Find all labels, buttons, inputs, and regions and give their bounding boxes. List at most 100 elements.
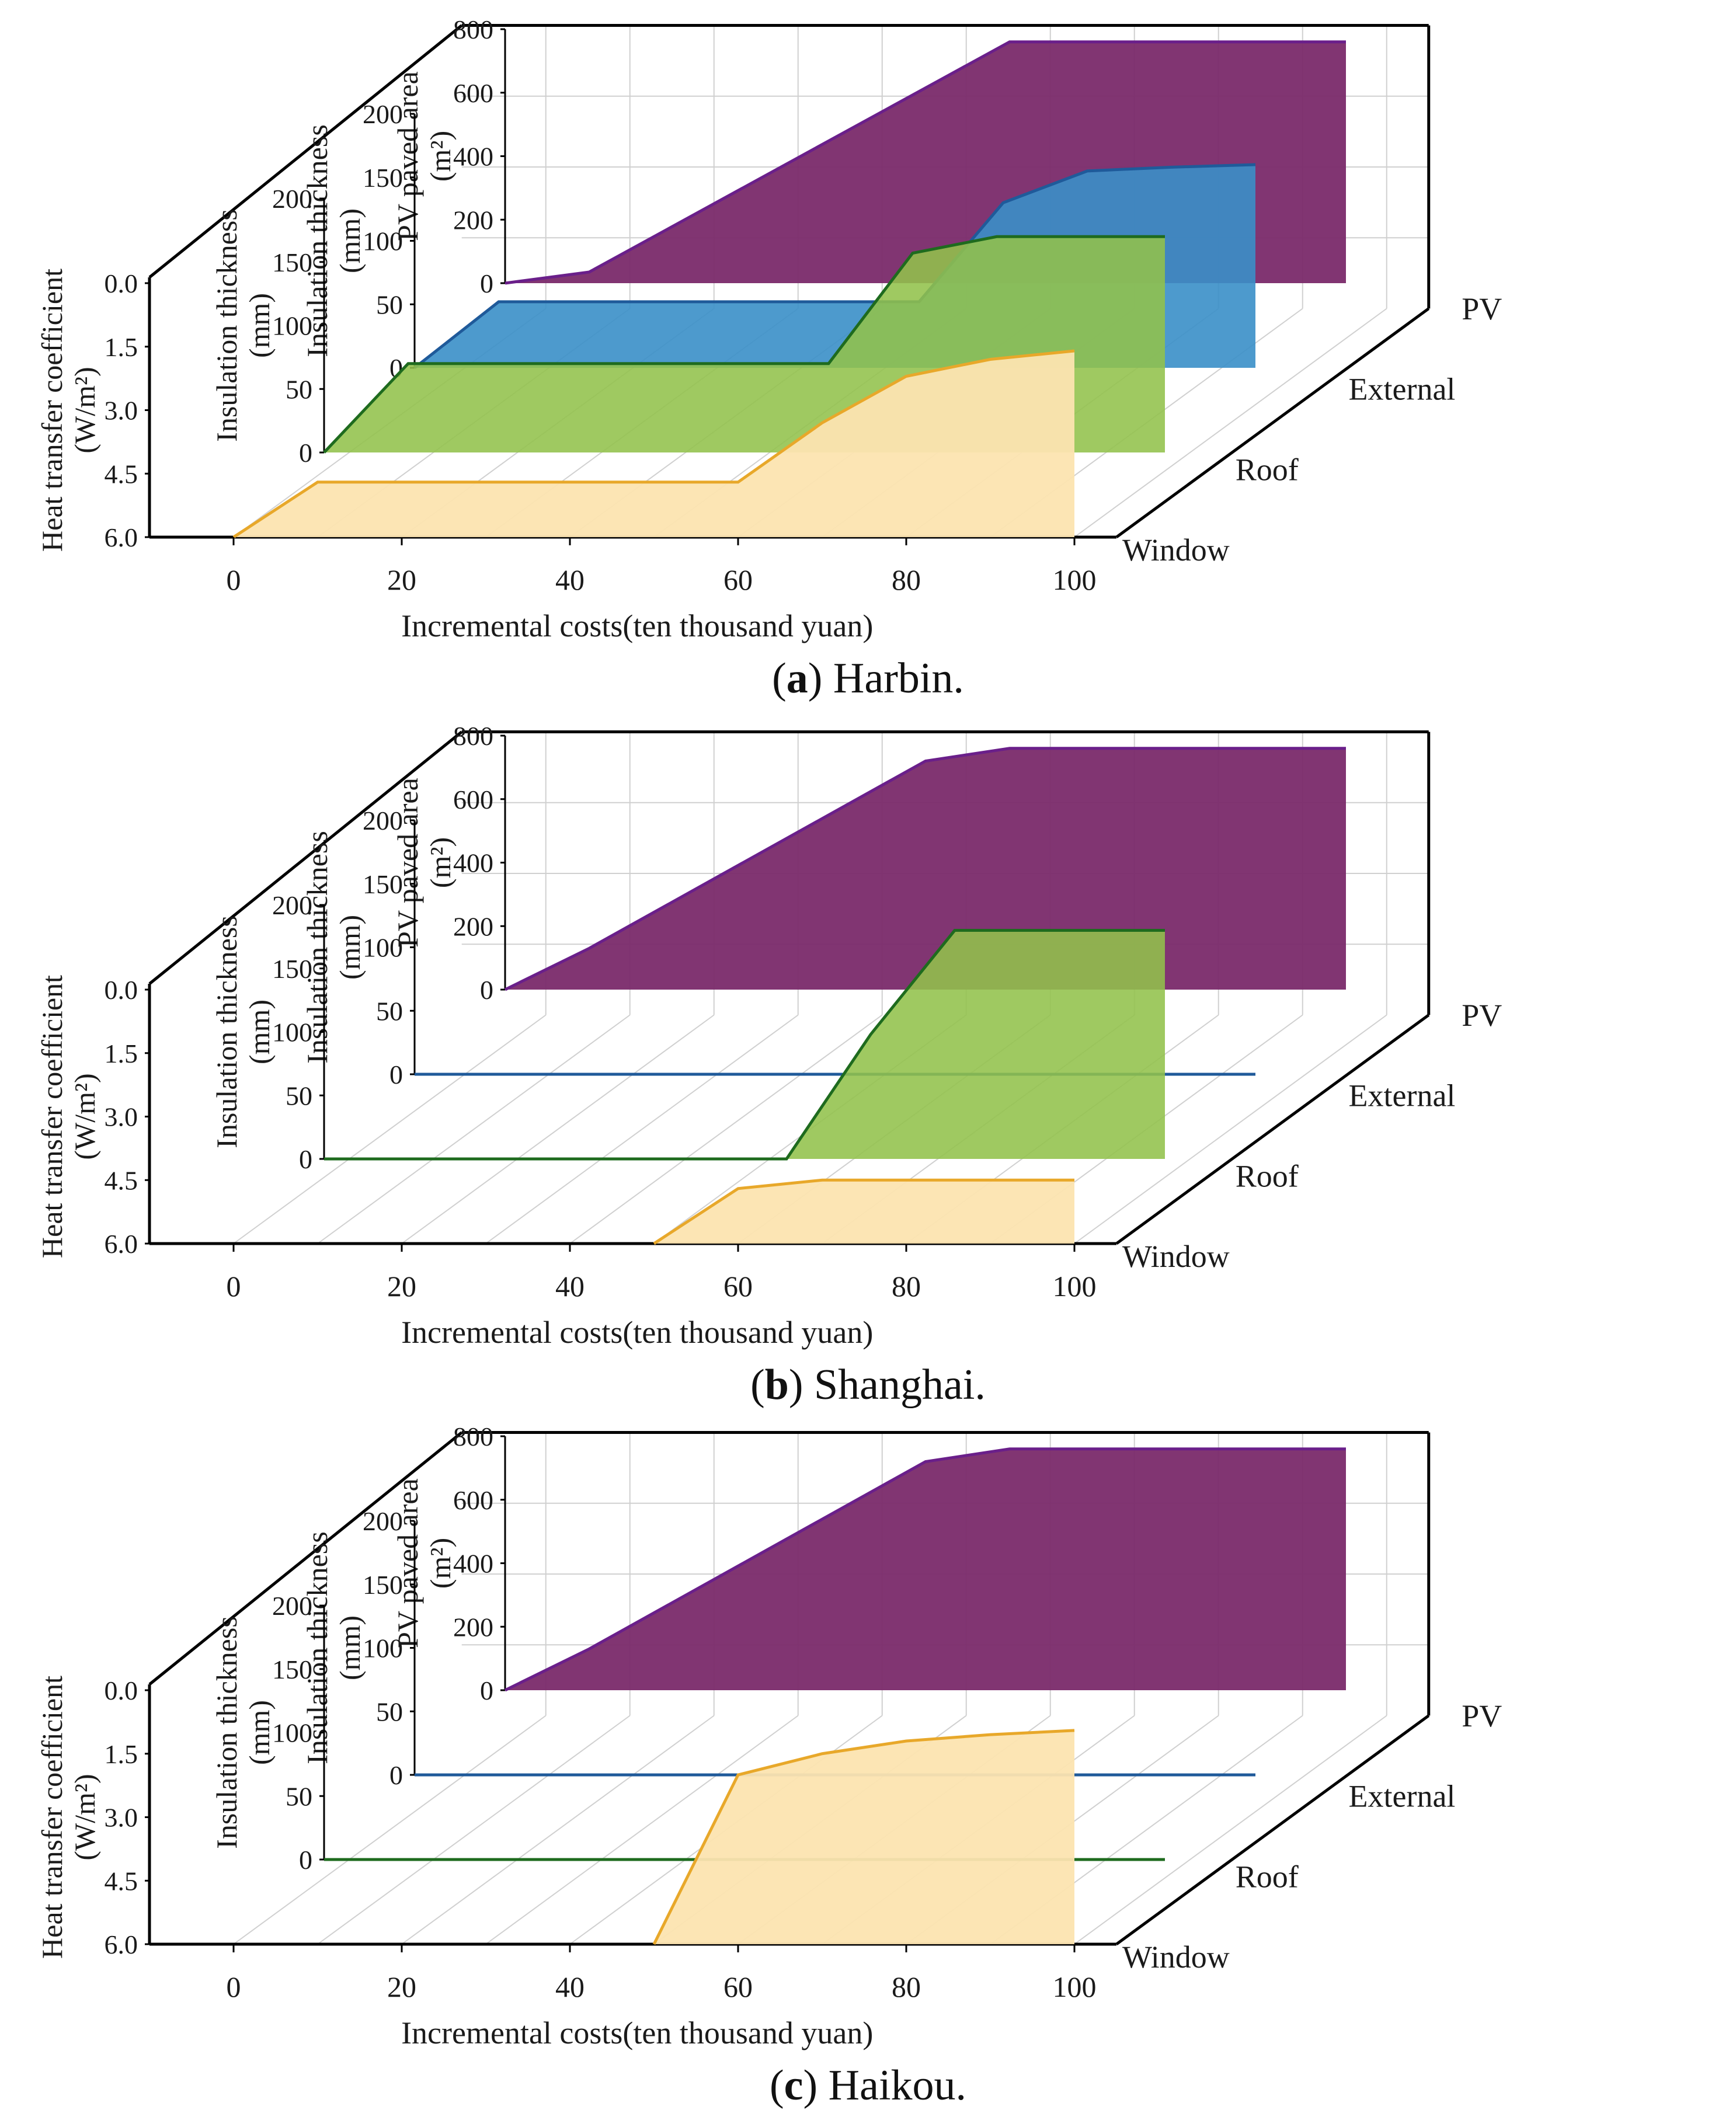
x-axis-title: Incremental costs(ten thousand yuan)	[401, 608, 873, 643]
y-tick-label: 400	[453, 142, 493, 172]
grid-depth-line	[1074, 308, 1387, 538]
x-tick-label: 0	[227, 1270, 241, 1303]
caption-text: Haikou.	[817, 2062, 967, 2109]
y-tick-label: 0	[389, 1060, 403, 1089]
caption-letter: c	[784, 2062, 803, 2109]
y-tick-label: 50	[286, 1781, 312, 1811]
x-tick-label: 100	[1053, 1970, 1097, 2003]
axis-title-line: Insulation thickness	[301, 124, 333, 357]
layer-axis-title: Heat transfer coefficient (W/m²)	[36, 975, 101, 1258]
axis-title-line: (W/m²)	[68, 367, 101, 453]
y-tick-label: 100	[363, 227, 403, 256]
y-tick-label: 600	[453, 785, 493, 814]
x-tick-label: 100	[1053, 1270, 1097, 1303]
y-tick-label: 800	[453, 1422, 493, 1451]
area-window	[234, 351, 1074, 537]
y-tick-label: 100	[363, 933, 403, 963]
frame-edge	[1115, 1014, 1430, 1245]
depth-label-pv: PV	[1462, 1698, 1502, 1733]
y-tick-label: 150	[272, 1655, 312, 1684]
axis-title-line: (W/m²)	[68, 1073, 101, 1160]
caption-a: (a) Harbin.	[772, 654, 964, 702]
grid-depth-line	[1074, 1715, 1387, 1945]
axis-title-line: Insulation thickness	[301, 831, 333, 1064]
y-tick-label: 0.0	[105, 269, 138, 298]
grid-depth-line	[485, 1014, 799, 1244]
y-tick-label: 400	[453, 848, 493, 878]
area-pv	[505, 1449, 1346, 1690]
y-tick-label: 150	[272, 248, 312, 277]
axis-title-line: (W/m²)	[68, 1774, 101, 1860]
grid-depth-line	[317, 1715, 631, 1945]
x-axis-title: Incremental costs(ten thousand yuan)	[401, 1315, 873, 1350]
layer-axis-title: PV paved area (m²)	[391, 778, 457, 948]
frame-edge	[148, 1431, 463, 1686]
y-tick-label: 200	[453, 911, 493, 941]
caption-c: (c) Haikou.	[769, 2062, 967, 2109]
grid-depth-line	[569, 1014, 883, 1244]
x-axis-title: Incremental costs(ten thousand yuan)	[401, 2015, 873, 2050]
y-tick-label: 0	[299, 438, 312, 468]
y-tick-label: 200	[453, 205, 493, 235]
y-tick-label: 400	[453, 1549, 493, 1579]
grid-depth-line	[485, 1715, 799, 1945]
depth-label-external: External	[1349, 1779, 1456, 1814]
depth-label-window: Window	[1122, 532, 1230, 567]
y-tick-label: 6.0	[105, 1229, 138, 1259]
y-tick-label: 0	[480, 269, 493, 298]
line-roof	[323, 235, 1165, 454]
axis-title-line: (mm)	[333, 208, 366, 273]
x-tick-label: 100	[1053, 563, 1097, 596]
layer-axis-title: Insulation thickness (mm)	[301, 124, 366, 357]
x-tick-label: 20	[387, 1970, 416, 2003]
y-tick-label: 0	[299, 1845, 312, 1875]
depth-label-roof: Roof	[1236, 1158, 1299, 1193]
grid-depth-line	[401, 1014, 715, 1244]
area-window	[654, 1180, 1074, 1244]
x-tick-label: 80	[892, 1970, 921, 2003]
depth-label-window: Window	[1122, 1940, 1230, 1975]
grid-depth-line	[401, 1715, 715, 1945]
depth-label-external: External	[1349, 1078, 1456, 1113]
y-tick-label: 0	[480, 1676, 493, 1705]
line-window	[232, 349, 1075, 539]
area-roof	[324, 930, 1165, 1159]
y-tick-label: 150	[363, 869, 403, 899]
layer-axis-title: Insulation thickness (mm)	[210, 915, 276, 1148]
caption-letter: b	[764, 1361, 789, 1409]
y-tick-label: 200	[272, 1591, 312, 1621]
x-tick-label: 60	[723, 1970, 753, 2003]
line-pv	[505, 40, 1346, 285]
y-tick-label: 200	[363, 1506, 403, 1536]
x-tick-label: 0	[227, 1970, 241, 2003]
depth-label-window: Window	[1122, 1239, 1230, 1274]
axis-title-line: Insulation thickness	[301, 1531, 333, 1764]
line-external	[413, 163, 1256, 369]
axis-title-line: Insulation thickness	[210, 1616, 243, 1849]
x-tick-label: 20	[387, 563, 416, 596]
grid-depth-line	[233, 1014, 547, 1244]
y-tick-label: 150	[363, 163, 403, 193]
caption-b: (b) Shanghai.	[750, 1361, 986, 1409]
frame-edge	[148, 730, 463, 985]
y-tick-label: 100	[363, 1634, 403, 1663]
axis-title-line: (mm)	[333, 1615, 366, 1680]
frame-edge	[1115, 307, 1430, 539]
axis-title-line: Heat transfer coefficient	[36, 269, 68, 552]
layer-axis-title: PV paved area (m²)	[391, 71, 457, 241]
layer-axis-title: Insulation thickness (mm)	[301, 1531, 366, 1764]
y-tick-label: 1.5	[105, 1039, 138, 1068]
line-pv	[504, 1447, 1346, 1692]
y-tick-label: 150	[363, 1570, 403, 1600]
y-tick-label: 600	[453, 1485, 493, 1515]
y-tick-label: 600	[453, 78, 493, 108]
y-tick-label: 0	[299, 1144, 312, 1174]
y-tick-label: 800	[453, 15, 493, 44]
line-pv	[504, 747, 1346, 991]
caption-letter: a	[786, 654, 808, 702]
y-tick-label: 6.0	[105, 523, 138, 552]
axis-title-line: (mm)	[243, 1000, 276, 1064]
axis-title-line: (m²)	[424, 1538, 457, 1589]
y-tick-label: 3.0	[105, 396, 138, 426]
